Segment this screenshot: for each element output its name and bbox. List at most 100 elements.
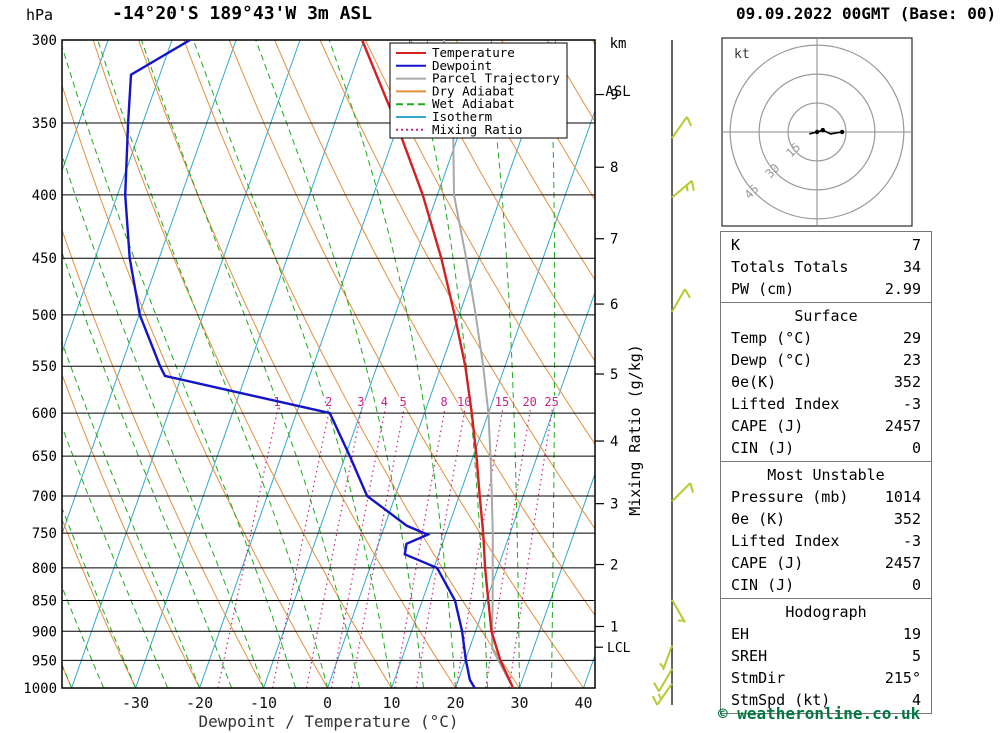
legend-label: Wet Adiabat: [432, 96, 515, 111]
stat-label: Pressure (mb): [731, 488, 849, 506]
pressure-axis-unit: hPa: [26, 6, 54, 24]
stat-row: θe (K) 352: [721, 508, 931, 530]
stat-label: K: [731, 236, 741, 254]
stat-row: θe(K) 352: [721, 371, 931, 393]
stats-panel: K 7 Totals Totals 34 PW (cm) 2.99 Surface Temp …: [720, 231, 932, 714]
stat-row: CIN (J) 0: [721, 437, 931, 459]
stat-label: SREH: [731, 647, 768, 665]
wind-barb-column: [651, 40, 695, 706]
km-axis: 9 8 7 6 5 4 3 2 1 LCL: [595, 88, 631, 656]
svg-text:40: 40: [574, 694, 592, 712]
stat-row: Totals Totals 34: [721, 256, 931, 278]
wind-barb: [671, 482, 694, 503]
lcl-label: LCL: [607, 641, 631, 656]
svg-text:650: 650: [32, 449, 57, 465]
svg-text:350: 350: [32, 116, 57, 132]
hodograph-ring: [758, 73, 876, 191]
stat-label: StmDir: [731, 669, 786, 687]
stat-row: CIN (J) 0: [721, 574, 931, 596]
wind-barb: [671, 116, 693, 139]
mixing-ratio-axis-title: Mixing Ratio (g/kg): [626, 344, 644, 516]
copyright: © weatheronline.co.uk: [718, 704, 921, 723]
sounding-title: -14°20'S 189°43'W 3m ASL: [112, 3, 373, 24]
hodograph-unit-label: kt: [734, 47, 750, 62]
stat-row: SREH 5: [721, 645, 931, 667]
stat-label: CIN (J): [731, 576, 795, 594]
stat-value: -3: [902, 395, 921, 413]
stat-label: CAPE (J): [731, 554, 804, 572]
stats-section-title: Hodograph: [785, 603, 867, 621]
svg-text:450: 450: [32, 251, 57, 267]
stat-label: Totals Totals: [731, 258, 849, 276]
svg-text:3: 3: [357, 395, 364, 409]
stat-row: StmDir 215°: [721, 667, 931, 689]
svg-text:300: 300: [32, 33, 57, 49]
svg-text:700: 700: [32, 489, 57, 505]
stat-value: 1014: [884, 488, 921, 506]
stat-row: Lifted Index -3: [721, 393, 931, 415]
stat-value: 2457: [884, 554, 921, 572]
legend-label: Temperature: [432, 45, 515, 60]
svg-text:1000: 1000: [23, 681, 57, 697]
svg-text:0: 0: [323, 694, 332, 712]
svg-text:-20: -20: [186, 694, 213, 712]
stat-value: 352: [893, 373, 921, 391]
wind-barb: [671, 288, 691, 313]
stat-label: StmSpd (kt): [731, 691, 831, 709]
stat-row: CAPE (J) 2457: [721, 415, 931, 437]
stat-value: 352: [893, 510, 921, 528]
stat-label: PW (cm): [731, 280, 795, 298]
altitude-unit-km: km: [609, 36, 627, 52]
stat-value: 215°: [884, 669, 921, 687]
plot-border: [61, 39, 596, 689]
svg-text:5: 5: [400, 395, 407, 409]
stat-value: 5: [911, 647, 921, 665]
stat-label: Dewp (°C): [731, 351, 813, 369]
stat-value: 7: [911, 236, 921, 254]
svg-text:2: 2: [325, 395, 332, 409]
hodograph-dot: [839, 129, 845, 135]
mixing-ratio-labels: 1 2 3 4 5 8 10 15 20 25: [272, 394, 561, 411]
stat-row: StmSpd (kt) 4: [721, 689, 931, 711]
svg-text:1: 1: [610, 619, 618, 635]
wind-barb: [651, 683, 673, 706]
svg-text:8: 8: [441, 395, 448, 409]
svg-text:800: 800: [32, 561, 57, 577]
legend-label: Isotherm: [432, 109, 492, 124]
datetime-label: 09.09.2022 00GMT (Base: 00): [736, 4, 997, 23]
altitude-axis-unit: km ASL: [596, 4, 640, 132]
stat-value: -3: [902, 532, 921, 550]
legend-label: Dewpoint: [432, 58, 492, 73]
stat-label: Temp (°C): [731, 329, 813, 347]
stats-section: Surface Temp (°C) 29 Dewp (°C) 23 θe(K) 352 Lif…: [720, 302, 932, 462]
altitude-unit-asl: ASL: [605, 84, 631, 100]
stat-label: θe (K): [731, 510, 786, 528]
sounding-profiles: [123, 40, 515, 688]
svg-text:950: 950: [32, 653, 57, 669]
svg-text:550: 550: [32, 359, 57, 375]
svg-text:400: 400: [32, 188, 57, 204]
wind-barb: [671, 599, 686, 623]
legend-label: Parcel Trajectory: [432, 71, 560, 86]
svg-text:7: 7: [610, 232, 618, 248]
stat-value: 4: [911, 691, 921, 709]
x-axis-title: Dewpoint / Temperature (°C): [198, 712, 458, 731]
svg-text:-30: -30: [122, 694, 149, 712]
stat-row: Pressure (mb) 1014: [721, 486, 931, 508]
stat-value: 0: [911, 576, 921, 594]
stat-label: Lifted Index: [731, 395, 840, 413]
svg-text:2: 2: [610, 558, 618, 574]
stat-label: θe(K): [731, 373, 777, 391]
isotherm-lines: [62, 40, 595, 688]
hodograph-dot: [814, 129, 820, 135]
stat-value: 19: [902, 625, 921, 643]
stats-section: K 7 Totals Totals 34 PW (cm) 2.99: [720, 231, 932, 303]
svg-text:15: 15: [495, 395, 509, 409]
svg-text:25: 25: [544, 395, 558, 409]
svg-text:850: 850: [32, 594, 57, 610]
stat-value: 34: [902, 258, 921, 276]
